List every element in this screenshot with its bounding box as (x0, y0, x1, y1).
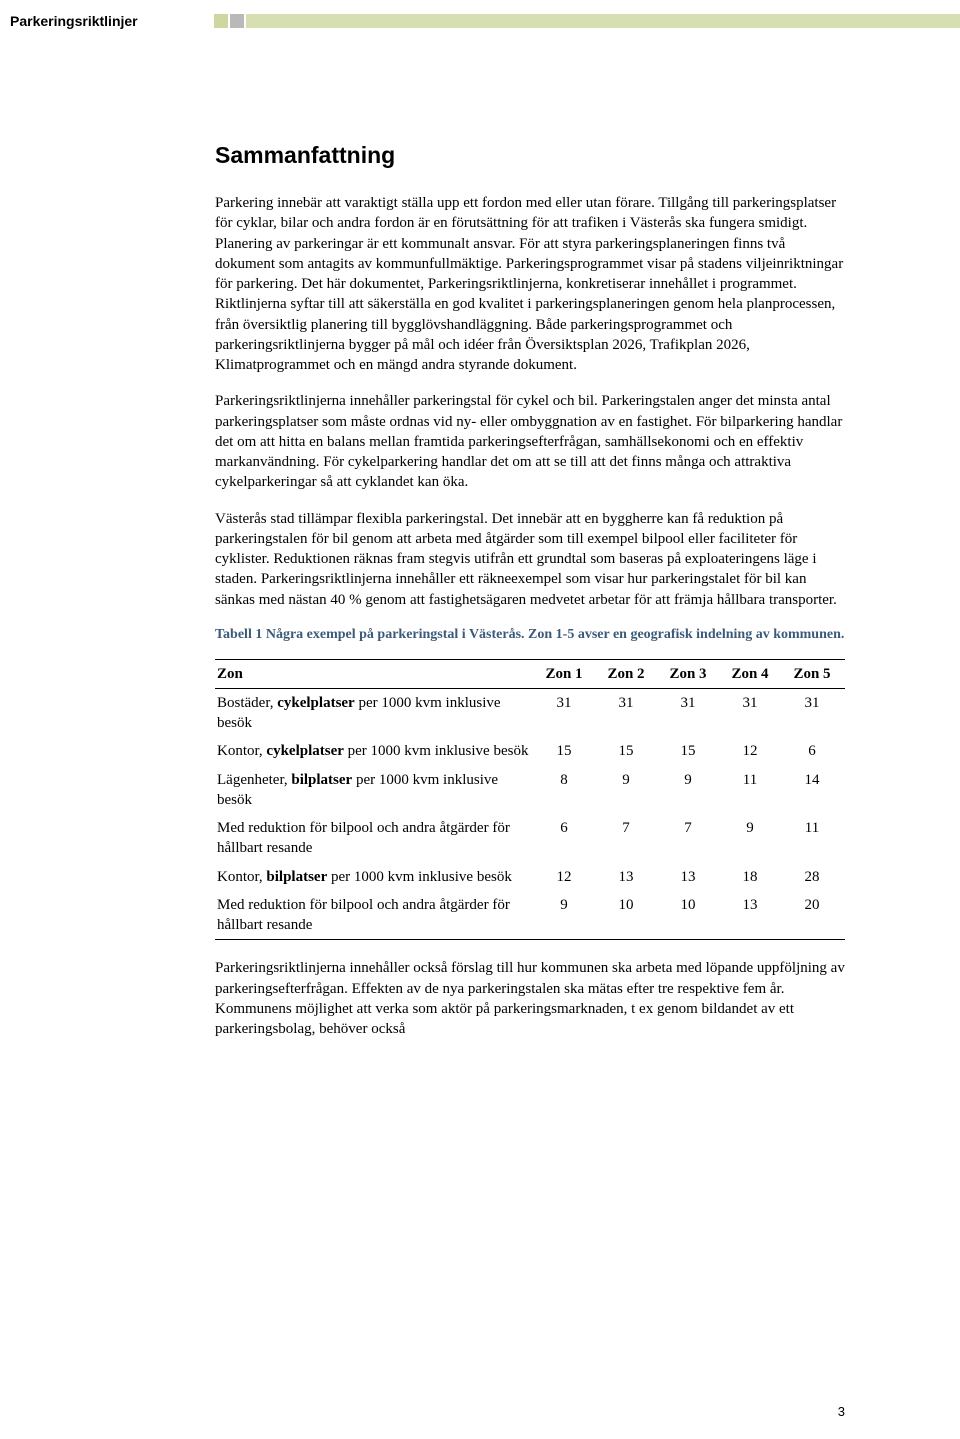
table-cell: 6 (535, 814, 597, 863)
paragraph-3: Västerås stad tillämpar flexibla parkeri… (215, 509, 845, 610)
table-cell: 6 (783, 737, 845, 765)
table-cell: 8 (535, 766, 597, 815)
table-row-label: Med reduktion för bilpool och andra åtgä… (215, 814, 535, 863)
table-cell: 31 (783, 688, 845, 737)
table-cell: 31 (535, 688, 597, 737)
table-cell: 13 (659, 863, 721, 891)
table-cell: 28 (783, 863, 845, 891)
table-row: Lägenheter, bilplatser per 1000 kvm inkl… (215, 766, 845, 815)
table-cell: 31 (597, 688, 659, 737)
table-row-label: Kontor, cykelplatser per 1000 kvm inklus… (215, 737, 535, 765)
page-content: Sammanfattning Parkering innebär att var… (0, 50, 960, 1039)
table-row: Kontor, cykelplatser per 1000 kvm inklus… (215, 737, 845, 765)
table-header-col: Zon 5 (783, 659, 845, 688)
table-cell: 11 (721, 766, 783, 815)
parking-table: Zon Zon 1 Zon 2 Zon 3 Zon 4 Zon 5 Bostäd… (215, 659, 845, 941)
table-cell: 31 (721, 688, 783, 737)
table-row: Kontor, bilplatser per 1000 kvm inklusiv… (215, 863, 845, 891)
table-header-col: Zon 4 (721, 659, 783, 688)
table-caption: Tabell 1 Några exempel på parkeringstal … (215, 626, 845, 645)
page-header: Parkeringsriktlinjer (0, 0, 960, 50)
table-cell: 9 (659, 766, 721, 815)
table-cell: 20 (783, 891, 845, 940)
table-cell: 15 (597, 737, 659, 765)
header-title: Parkeringsriktlinjer (10, 12, 138, 31)
table-cell: 15 (659, 737, 721, 765)
table-row-label: Lägenheter, bilplatser per 1000 kvm inkl… (215, 766, 535, 815)
table-cell: 14 (783, 766, 845, 815)
table-cell: 11 (783, 814, 845, 863)
table-cell: 12 (535, 863, 597, 891)
table-cell: 12 (721, 737, 783, 765)
table-cell: 9 (721, 814, 783, 863)
header-square-1 (214, 14, 228, 28)
table-cell: 10 (597, 891, 659, 940)
table-row-label: Med reduktion för bilpool och andra åtgä… (215, 891, 535, 940)
table-cell: 13 (597, 863, 659, 891)
table-row-label: Kontor, bilplatser per 1000 kvm inklusiv… (215, 863, 535, 891)
table-cell: 9 (535, 891, 597, 940)
paragraph-2: Parkeringsriktlinjerna innehåller parker… (215, 391, 845, 492)
table-cell: 31 (659, 688, 721, 737)
table-row-label: Bostäder, cykelplatser per 1000 kvm inkl… (215, 688, 535, 737)
table-cell: 15 (535, 737, 597, 765)
table-header-label: Zon (215, 659, 535, 688)
header-square-2 (230, 14, 244, 28)
table-header-col: Zon 1 (535, 659, 597, 688)
table-row: Med reduktion för bilpool och andra åtgä… (215, 814, 845, 863)
table-header-col: Zon 2 (597, 659, 659, 688)
table-header-col: Zon 3 (659, 659, 721, 688)
table-header-row: Zon Zon 1 Zon 2 Zon 3 Zon 4 Zon 5 (215, 659, 845, 688)
table-cell: 13 (721, 891, 783, 940)
paragraph-4: Parkeringsriktlinjerna innehåller också … (215, 958, 845, 1039)
table-row: Bostäder, cykelplatser per 1000 kvm inkl… (215, 688, 845, 737)
paragraph-1: Parkering innebär att varaktigt ställa u… (215, 193, 845, 375)
table-row: Med reduktion för bilpool och andra åtgä… (215, 891, 845, 940)
table-cell: 7 (597, 814, 659, 863)
page-number: 3 (838, 1403, 845, 1421)
table-cell: 18 (721, 863, 783, 891)
table-cell: 7 (659, 814, 721, 863)
table-cell: 9 (597, 766, 659, 815)
header-bar (246, 14, 960, 28)
page-title: Sammanfattning (215, 140, 845, 171)
table-cell: 10 (659, 891, 721, 940)
